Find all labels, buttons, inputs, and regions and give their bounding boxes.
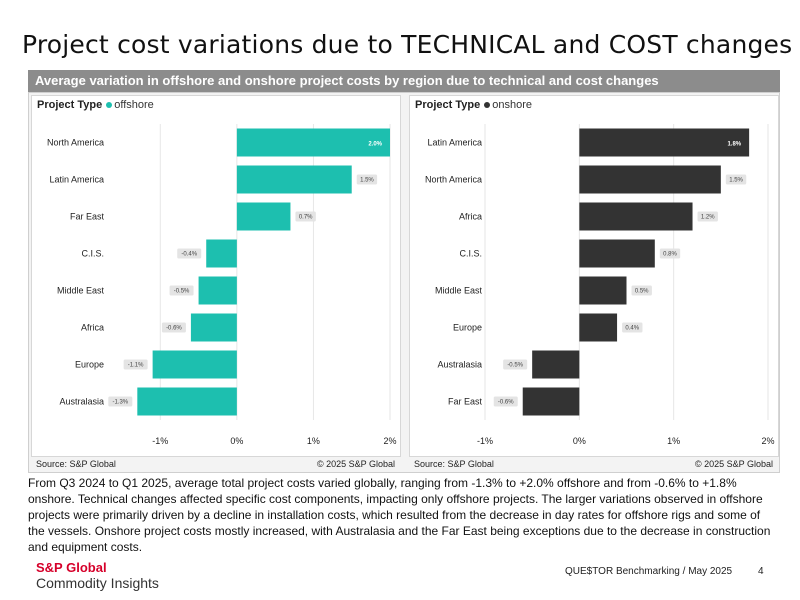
data-label: -0.5% [507,363,523,369]
offshore-chart-plot: -1% 0% 1% 2% North America 2.0% Latin America 1… [47,124,397,446]
x-tick-label: 1% [667,436,680,446]
data-label-box [295,211,316,222]
bar [579,239,655,268]
category-label: Middle East [57,286,105,296]
data-label-box [659,248,681,259]
data-label-box [108,396,133,407]
bar [532,350,580,379]
x-tick-label: 1% [307,436,320,446]
data-label-box [725,174,747,185]
onshore-legend-dot [484,102,491,108]
data-label: 2.0% [368,142,382,148]
onshore-chart-footer: Source: S&P Global © 2025 S&P Global [409,457,779,471]
page-number: 4 [758,566,764,577]
bar [579,276,627,305]
bar [579,202,693,231]
category-label: Australasia [59,397,104,407]
data-label: 0.4% [625,326,639,332]
category-label: North America [425,175,482,185]
legend-title: Project Type [415,99,481,111]
footer-reference: QUE$TOR Benchmarking / May 2025 [565,566,733,577]
onshore-legend: Project Type onshore [415,99,532,111]
onshore-chart-plot: -1% 0% 1% 2% Latin America 1.8% North America 1… [425,124,775,446]
data-label: -0.6% [498,400,514,406]
logo-name: S&P Global [36,560,107,575]
data-label: 1.8% [727,142,741,148]
offshore-legend: Project Type offshore [37,99,154,111]
data-label-box [493,396,518,407]
bar [236,202,291,231]
category-label: Middle East [435,286,483,296]
bar [190,313,237,342]
category-label: Latin America [427,138,482,148]
x-tick-label: 0% [573,436,586,446]
data-label: 1.5% [360,178,374,184]
data-label-box [622,322,643,333]
category-label: Africa [459,212,482,222]
category-label: C.I.S. [81,249,104,259]
legend-title: Project Type [37,99,103,111]
onshore-chart: -1% 0% 1% 2% Latin America 1.8% North America 1… [409,95,779,457]
bar [198,276,237,305]
category-label: Far East [448,397,483,407]
source-note: Source: S&P Global [414,459,494,469]
data-label-box [161,322,186,333]
bar [522,387,580,416]
category-label: Australasia [437,360,482,370]
x-tick-label: 2% [383,436,396,446]
category-label: North America [47,138,104,148]
category-label: Europe [75,360,104,370]
x-tick-label: 2% [761,436,774,446]
panel-header: Average variation in offshore and onshor… [28,70,780,92]
bar [579,128,750,157]
data-label-box [503,359,528,370]
bar [137,387,237,416]
data-label-box [177,248,202,259]
data-label-box [356,174,378,185]
bar [152,350,237,379]
legend-series-name: onshore [492,99,532,111]
logo-subtitle: Commodity Insights [36,575,159,591]
category-label: Latin America [49,175,104,185]
bar [236,165,352,194]
data-label-box [631,285,652,296]
copyright-note: © 2025 S&P Global [316,459,395,469]
source-note: Source: S&P Global [36,459,116,469]
data-label-box [169,285,194,296]
data-label-box [123,359,148,370]
data-label: 1.2% [701,215,715,221]
legend-series-name: offshore [114,99,154,111]
data-label: -0.6% [166,326,182,332]
category-label: C.I.S. [459,249,482,259]
data-label-box [697,211,718,222]
data-label: 1.5% [729,178,743,184]
x-tick-label: -1% [152,436,168,446]
data-label: -1.3% [112,400,128,406]
slide-title: Project cost variations due to TECHNICAL… [22,30,793,59]
x-tick-label: 0% [230,436,243,446]
data-label: 0.8% [663,252,677,258]
body-text: From Q3 2024 to Q1 2025, average total p… [28,476,771,554]
offshore-chart: -1% 0% 1% 2% North America 2.0% Latin America 1… [31,95,401,457]
data-label: -0.5% [174,289,190,295]
offshore-chart-footer: Source: S&P Global © 2025 S&P Global [31,457,401,471]
category-label: Africa [81,323,104,333]
copyright-note: © 2025 S&P Global [694,459,773,469]
bar [579,313,618,342]
data-label: -1.1% [128,363,144,369]
offshore-legend-dot [106,102,113,108]
bar [236,128,390,157]
category-label: Far East [70,212,105,222]
x-tick-label: -1% [477,436,493,446]
bar [206,239,237,268]
data-label: -0.4% [181,252,197,258]
data-label: 0.7% [299,215,313,221]
category-label: Europe [453,323,482,333]
company-logo: S&P Global Commodity Insights [36,560,159,591]
bar [579,165,721,194]
data-label: 0.5% [635,289,649,295]
